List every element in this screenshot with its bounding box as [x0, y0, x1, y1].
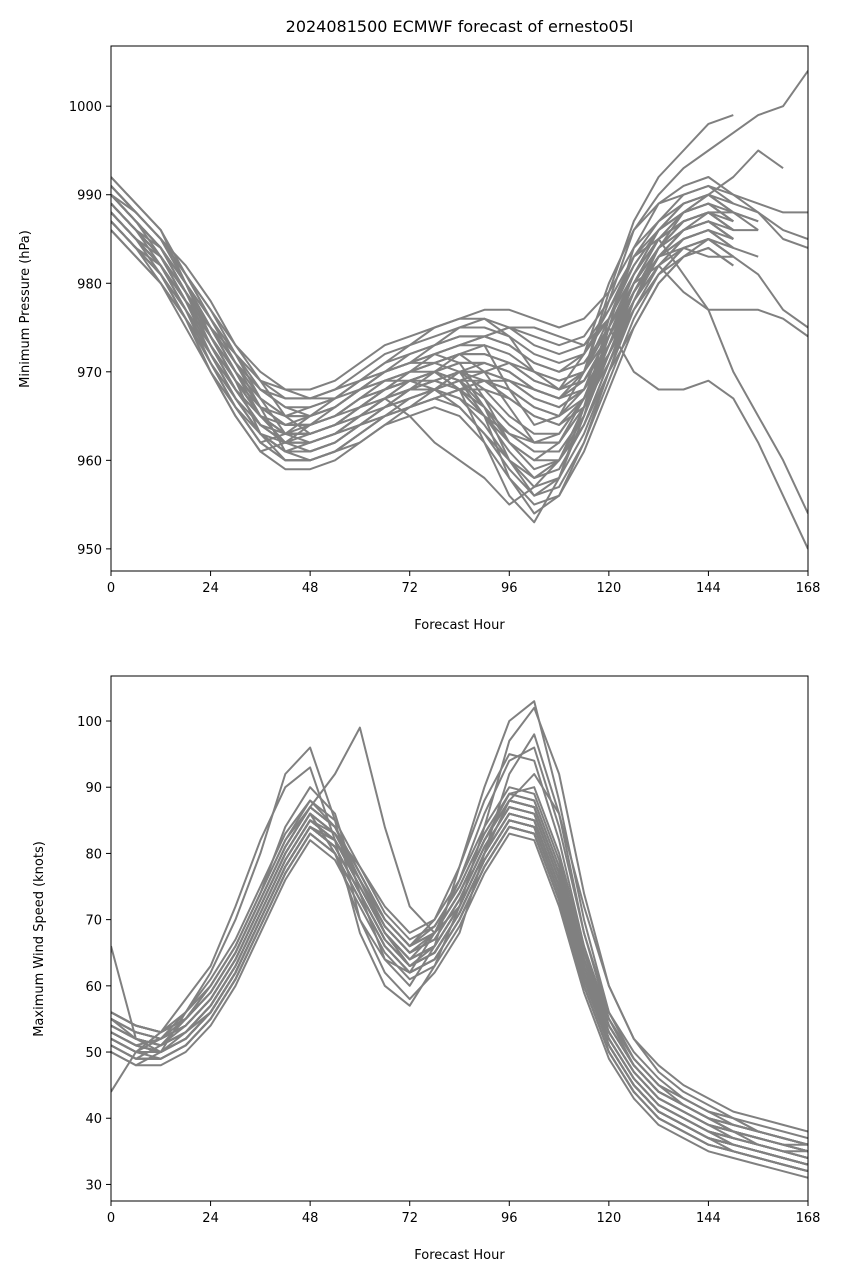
y-tick-label: 990 — [77, 189, 102, 204]
y-tick-label: 80 — [85, 847, 102, 862]
y-tick-label: 70 — [85, 914, 102, 929]
y-tick-label: 980 — [77, 277, 102, 292]
x-tick-label: 144 — [696, 1211, 721, 1226]
x-tick-label: 144 — [696, 581, 721, 596]
series-line — [111, 799, 808, 1146]
x-tick-label: 0 — [107, 581, 115, 596]
series-line — [111, 832, 808, 1179]
x-axis-label: Forecast Hour — [414, 1248, 505, 1263]
series-line — [111, 202, 734, 409]
x-tick-label: 168 — [796, 581, 821, 596]
x-tick-label: 48 — [302, 1211, 319, 1226]
series-line — [111, 202, 734, 444]
y-tick-label: 950 — [77, 543, 102, 558]
x-tick-label: 96 — [501, 1211, 518, 1226]
wind-speed-chart: 0 24 48 72 96 120 144 168 30 40 50 60 70 80 90 100 Fore… — [32, 675, 821, 1263]
y-tick-label: 100 — [77, 715, 102, 730]
y-tick-label: 960 — [77, 454, 102, 469]
y-tick-label: 40 — [85, 1112, 102, 1127]
series-line — [111, 812, 808, 1159]
x-tick-label: 48 — [302, 581, 319, 596]
series-line — [111, 211, 734, 453]
series-line — [111, 819, 808, 1166]
y-tick-label: 970 — [77, 366, 102, 381]
x-tick-label: 120 — [596, 581, 621, 596]
series-line — [111, 194, 734, 400]
x-tick-label: 96 — [501, 581, 518, 596]
plot-frame — [110, 45, 809, 572]
y-axis-label: Maximum Wind Speed (knots) — [32, 841, 47, 1037]
plot-frame — [110, 675, 809, 1202]
series-line — [111, 193, 734, 435]
series-line — [111, 825, 808, 1173]
x-tick-label: 24 — [202, 581, 219, 596]
x-tick-label: 168 — [796, 1211, 821, 1226]
y-axis-label: Minimum Pressure (hPa) — [18, 230, 33, 388]
x-tick-label: 24 — [202, 1211, 219, 1226]
x-axis-label: Forecast Hour — [414, 618, 505, 633]
x-tick-label: 0 — [107, 1211, 115, 1226]
y-tick-label: 90 — [85, 781, 102, 796]
x-tick-label: 120 — [596, 1211, 621, 1226]
y-tick-label: 60 — [85, 980, 102, 995]
x-tick-label: 72 — [401, 1211, 418, 1226]
pressure-chart: 2024081500 ECMWF forecast of ernesto05l … — [18, 17, 820, 633]
series-line — [111, 185, 734, 391]
y-tick-label: 50 — [85, 1046, 102, 1061]
chart-title: 2024081500 ECMWF forecast of ernesto05l — [286, 17, 634, 36]
x-tick-label: 72 — [401, 581, 418, 596]
y-tick-label: 30 — [85, 1178, 102, 1193]
y-tick-label: 1000 — [69, 100, 102, 115]
series-line — [111, 792, 808, 1140]
series-line — [111, 211, 734, 418]
series-line — [111, 220, 734, 462]
series-line — [111, 806, 808, 1153]
